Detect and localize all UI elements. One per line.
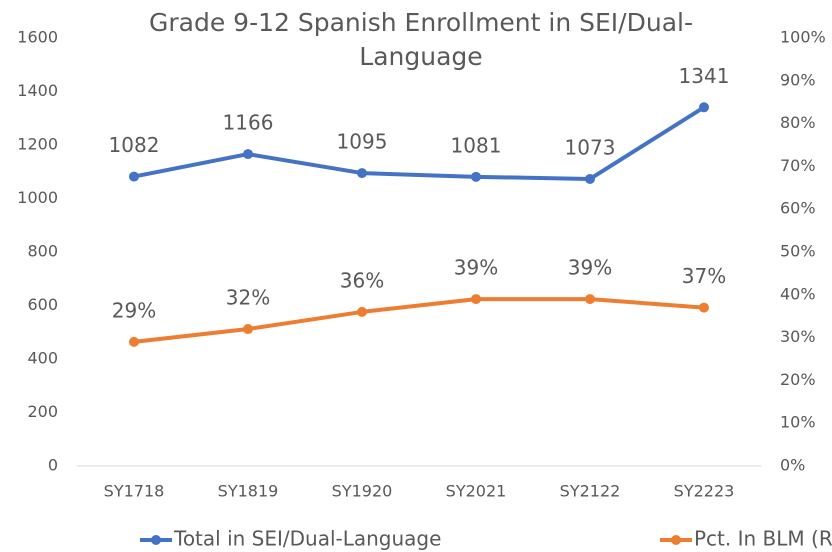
data-point <box>585 294 595 305</box>
y2-tick-label: 40% <box>780 284 816 303</box>
series-line <box>133 105 706 181</box>
data-label: 39% <box>568 256 612 280</box>
data-point <box>357 306 367 317</box>
data-label: 29% <box>112 298 156 322</box>
y-tick-label: 200 <box>27 402 58 421</box>
data-label: 1166 <box>223 111 274 135</box>
x-tick-label: SY2223 <box>674 482 735 501</box>
y-tick-label: 1000 <box>17 188 58 207</box>
legend-marker <box>671 535 681 545</box>
data-label: 36% <box>340 268 384 292</box>
series-line <box>133 297 705 344</box>
y-tick-label: 1400 <box>17 81 58 100</box>
x-tick-label: SY2122 <box>560 482 621 501</box>
y-tick-label: 800 <box>27 242 58 261</box>
data-point <box>357 168 367 179</box>
data-point <box>243 324 253 335</box>
legend-marker <box>151 535 161 545</box>
y2-tick-label: 90% <box>780 70 816 89</box>
data-point <box>129 336 139 347</box>
legend-label: Total in SEI/Dual-Language <box>173 527 441 551</box>
x-tick-label: SY2021 <box>446 482 507 501</box>
y2-tick-label: 70% <box>780 156 816 175</box>
data-point <box>471 294 481 305</box>
data-point <box>585 173 595 184</box>
data-point <box>129 171 139 182</box>
data-label: 32% <box>226 286 270 310</box>
data-label: 39% <box>454 256 498 280</box>
data-point <box>699 302 709 313</box>
data-label: 1341 <box>679 64 730 88</box>
y2-tick-label: 30% <box>780 327 816 346</box>
y2-tick-label: 50% <box>780 242 816 261</box>
y-tick-label: 1200 <box>17 135 58 154</box>
data-label: 1081 <box>451 133 502 157</box>
data-point <box>243 149 253 160</box>
y2-tick-label: 80% <box>780 113 816 132</box>
x-tick-label: SY1920 <box>332 482 393 501</box>
data-label: 1082 <box>109 133 160 157</box>
data-label: 37% <box>682 264 726 288</box>
data-label: 1073 <box>565 135 616 159</box>
data-point <box>699 102 709 113</box>
x-tick-label: SY1819 <box>218 482 279 501</box>
y2-tick-label: 60% <box>780 199 816 218</box>
y-tick-label: 400 <box>27 349 58 368</box>
y2-tick-label: 0% <box>780 456 805 475</box>
data-label: 1095 <box>337 130 388 154</box>
y-tick-label: 1600 <box>17 28 58 47</box>
y-tick-label: 0 <box>48 456 58 475</box>
y-tick-label: 600 <box>27 295 58 314</box>
y2-tick-label: 100% <box>780 28 826 47</box>
y2-tick-label: 20% <box>780 370 816 389</box>
chart-title: Grade 9-12 Spanish Enrollment in SEI/Dua… <box>149 8 693 71</box>
legend-label: Pct. In BLM (Right Axis) <box>694 527 832 551</box>
data-point <box>471 171 481 182</box>
y2-tick-label: 10% <box>780 413 816 432</box>
x-tick-label: SY1718 <box>104 482 165 501</box>
